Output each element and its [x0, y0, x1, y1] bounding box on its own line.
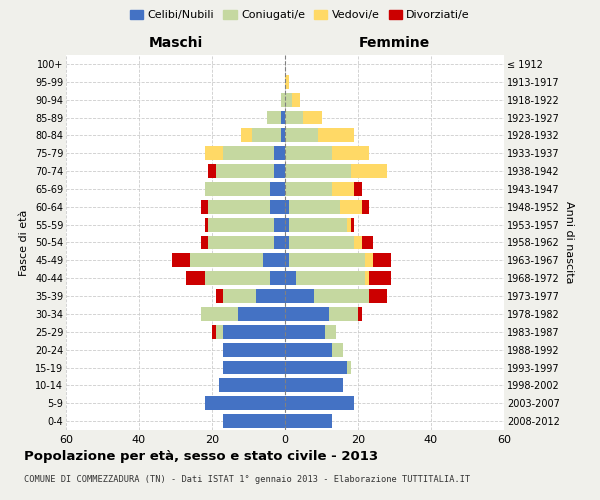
Bar — [285, 110, 303, 124]
Bar — [281, 128, 285, 142]
Bar — [350, 164, 387, 178]
Bar — [369, 271, 391, 285]
Bar — [187, 271, 205, 285]
Bar — [256, 289, 285, 303]
Bar — [252, 128, 281, 142]
Bar — [285, 146, 332, 160]
Bar — [285, 414, 332, 428]
Bar — [362, 236, 373, 250]
Bar — [285, 307, 329, 321]
Bar — [285, 254, 289, 268]
Bar — [292, 92, 299, 106]
Bar — [358, 307, 362, 321]
Bar — [285, 360, 347, 374]
Bar — [205, 271, 271, 285]
Bar — [223, 360, 285, 374]
Bar — [285, 164, 350, 178]
Bar — [274, 164, 285, 178]
Bar — [271, 200, 285, 214]
Bar — [285, 271, 296, 285]
Bar — [285, 289, 314, 303]
Bar — [332, 146, 369, 160]
Bar — [318, 128, 355, 142]
Bar — [223, 325, 285, 339]
Bar — [285, 92, 292, 106]
Bar — [296, 271, 365, 285]
Bar — [347, 360, 350, 374]
Bar — [215, 164, 274, 178]
Bar — [289, 218, 347, 232]
Bar — [329, 307, 358, 321]
Bar — [340, 200, 362, 214]
Bar — [208, 200, 271, 214]
Bar — [325, 325, 336, 339]
Bar — [208, 218, 274, 232]
Bar — [281, 92, 285, 106]
Bar — [355, 236, 362, 250]
Bar — [369, 289, 387, 303]
Bar — [281, 110, 285, 124]
Bar — [274, 146, 285, 160]
Bar — [205, 396, 285, 410]
Bar — [332, 182, 355, 196]
Bar — [365, 254, 373, 268]
Bar — [208, 236, 274, 250]
Bar — [201, 307, 238, 321]
Bar — [205, 146, 223, 160]
Bar — [238, 307, 285, 321]
Y-axis label: Fasce di età: Fasce di età — [19, 210, 29, 276]
Bar — [289, 200, 340, 214]
Bar — [274, 236, 285, 250]
Bar — [285, 236, 289, 250]
Bar — [362, 200, 369, 214]
Bar — [215, 325, 223, 339]
Bar — [285, 325, 325, 339]
Bar — [271, 271, 285, 285]
Bar — [332, 342, 343, 356]
Bar — [201, 236, 208, 250]
Bar — [271, 182, 285, 196]
Y-axis label: Anni di nascita: Anni di nascita — [563, 201, 574, 284]
Bar — [190, 254, 263, 268]
Bar — [285, 342, 332, 356]
Bar — [208, 164, 215, 178]
Bar — [285, 200, 289, 214]
Bar — [314, 289, 369, 303]
Bar — [303, 110, 322, 124]
Text: Popolazione per età, sesso e stato civile - 2013: Popolazione per età, sesso e stato civil… — [24, 450, 378, 463]
Bar — [285, 75, 289, 89]
Bar — [347, 218, 350, 232]
Text: COMUNE DI COMMEZZADURA (TN) - Dati ISTAT 1° gennaio 2013 - Elaborazione TUTTITAL: COMUNE DI COMMEZZADURA (TN) - Dati ISTAT… — [24, 475, 470, 484]
Bar — [263, 254, 285, 268]
Bar — [215, 289, 223, 303]
Bar — [172, 254, 190, 268]
Bar — [355, 182, 362, 196]
Bar — [285, 396, 355, 410]
Bar — [223, 342, 285, 356]
Bar — [223, 289, 256, 303]
Bar — [289, 236, 355, 250]
Legend: Celibi/Nubili, Coniugati/e, Vedovi/e, Divorziati/e: Celibi/Nubili, Coniugati/e, Vedovi/e, Di… — [125, 6, 475, 25]
Bar — [220, 378, 285, 392]
Bar — [285, 182, 332, 196]
Bar — [223, 146, 274, 160]
Bar — [274, 218, 285, 232]
Bar — [365, 271, 369, 285]
Bar — [241, 128, 252, 142]
Bar — [285, 128, 318, 142]
Bar — [201, 200, 208, 214]
Text: Maschi: Maschi — [148, 36, 203, 50]
Bar — [373, 254, 391, 268]
Bar — [285, 218, 289, 232]
Bar — [205, 218, 208, 232]
Bar — [223, 414, 285, 428]
Bar — [350, 218, 355, 232]
Bar — [267, 110, 281, 124]
Bar — [289, 254, 365, 268]
Bar — [212, 325, 215, 339]
Bar — [205, 182, 271, 196]
Bar — [285, 378, 343, 392]
Text: Femmine: Femmine — [359, 36, 430, 50]
